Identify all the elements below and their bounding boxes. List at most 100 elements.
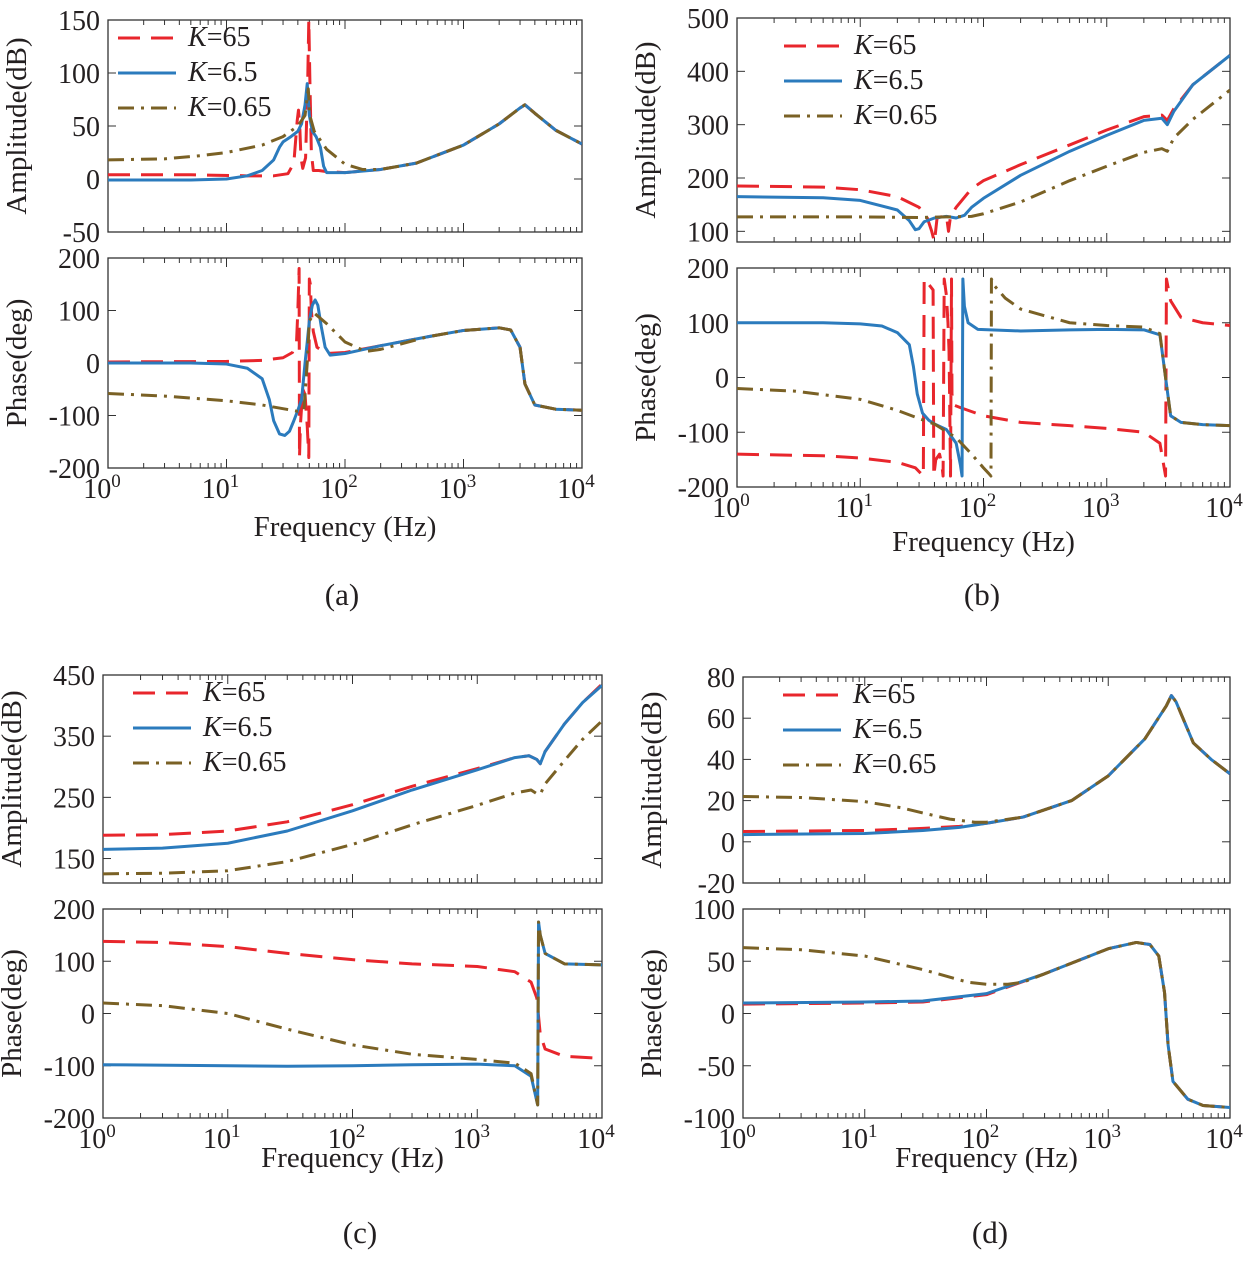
panel-c-phase-ylabel: Phase(deg) [0, 949, 28, 1078]
panel-d-phase-axes: 100 50 0 -50 -100 Phase(deg) 100 101 102 103 104 [636, 895, 1243, 1155]
panel-b-phase-ytick-label: 0 [715, 364, 729, 395]
panel-b-phase-ytick-label: 200 [687, 254, 729, 285]
panel-c-phase-line-K_6_5 [103, 920, 602, 1107]
panel-c-phase-line-K_65 [103, 939, 602, 1060]
panel-c-amplitude-ylabel: Amplitude(dB) [0, 690, 28, 867]
panel-c-xtick-label: 102 [328, 1121, 366, 1155]
panel-d-amplitude-ylabel: Amplitude(dB) [636, 691, 668, 868]
panel-a-amplitude-frame [107, 19, 583, 233]
panel-c-caption: (c) [343, 1215, 377, 1250]
panel-d-phase-curves [743, 940, 1230, 1110]
panel-d-xlabel: Frequency (Hz) [895, 1142, 1078, 1174]
panel-c-xtick-label: 101 [203, 1121, 241, 1155]
panel-d-amplitude-ytick-label: 20 [707, 787, 735, 818]
panel-d-amplitude-ytick-label: 0 [721, 828, 735, 859]
panel-a-legend-label: K=0.65 [187, 92, 271, 123]
panel-b-amplitude-axes: 500 400 300 200 100 Amplitude(dB) [630, 4, 1231, 248]
panel-b-xlabel: Frequency (Hz) [892, 526, 1075, 558]
panel-b-legend: K=65 K=6.5 K=0.65 [784, 30, 937, 131]
panel-d-legend-label: K=0.65 [852, 749, 936, 780]
panel-a-phase-curves [108, 267, 582, 459]
panel-a-xlabel: Frequency (Hz) [254, 511, 437, 543]
panel-c-legend: K=65 K=6.5 K=0.65 [133, 677, 286, 778]
panel-a-xtick-label: 101 [202, 471, 240, 505]
panel-b-caption: (b) [964, 577, 1000, 612]
panel-c-xtick-label: 100 [78, 1121, 116, 1155]
panel-d-xtick-label: 104 [1205, 1121, 1243, 1155]
panel-d-amplitude-line-K_0_65 [743, 694, 1230, 824]
panel-c-xtick-label: 103 [453, 1121, 491, 1155]
panel-c-legend-label: K=65 [202, 677, 265, 708]
panel-b-amplitude-line-K_0_65 [737, 88, 1230, 219]
panel-c-legend-label: K=0.65 [202, 747, 286, 778]
panel-b-legend-label: K=6.5 [853, 65, 923, 96]
panel-a-xtick-label: 103 [439, 471, 477, 505]
panel-c-amplitude-frame [102, 674, 603, 884]
panel-c-amplitude-ytick-label: 250 [53, 783, 95, 814]
panel-a-amplitude-curves [108, 20, 582, 182]
panel-d-phase-frame [742, 908, 1231, 1119]
panel-d-xtick-label: 101 [840, 1121, 878, 1155]
panel-b-amplitude-ytick-label: 500 [687, 4, 729, 35]
panel-d-phase-line-K_0_65 [743, 940, 1230, 1110]
panel-b-amplitude-ytick-label: 300 [687, 111, 729, 142]
panel-b-legend-label: K=0.65 [853, 100, 937, 131]
panel-c-xlabel: Frequency (Hz) [261, 1142, 444, 1174]
panel-a-phase-ytick-label: -200 [49, 454, 100, 485]
panel-c-amplitude-curves [103, 683, 602, 876]
panel-a-legend-label: K=65 [187, 22, 250, 53]
panel-c-amplitude-ytick-label: 450 [53, 661, 95, 692]
panel-d-xtick-label: 100 [718, 1121, 756, 1155]
panel-b-amplitude-ytick-label: 200 [687, 164, 729, 195]
panel-a-phase-ytick-label: 100 [58, 297, 100, 328]
panel-b-amplitude-ytick-label: 100 [687, 217, 729, 248]
panel-d-amplitude-frame [742, 676, 1231, 884]
panel-a-amplitude-axes: 150 100 50 0 -50 Amplitude(dB) [1, 6, 583, 249]
panel-b-phase-axes: 200 100 0 -100 -200 Phase(deg) 100 101 102 103 104 [630, 254, 1243, 524]
panel-b-xtick-label: 104 [1205, 490, 1243, 524]
panel-d-amplitude-ytick-label: -20 [698, 869, 735, 900]
panel-a-amplitude-line-K_65 [108, 20, 582, 178]
panel-d-xtick-label: 102 [962, 1121, 1000, 1155]
panel-c-amplitude-ytick-label: 350 [53, 722, 95, 753]
panel-c-phase-ytick-label: 0 [81, 1000, 95, 1031]
panel-c-legend-label: K=6.5 [202, 712, 272, 743]
panel-a-phase-line-K_0_65 [108, 311, 582, 413]
panel-d-caption: (d) [972, 1215, 1008, 1250]
panel-a-amplitude-line-K_0_65 [108, 87, 582, 171]
panel-c-xtick-label: 104 [577, 1121, 615, 1155]
panel-a-amplitude-ytick-label: 100 [58, 59, 100, 90]
panel-b-amplitude-curves [737, 54, 1230, 242]
panel-b-xtick-label: 103 [1082, 490, 1120, 524]
panel-d-phase-ytick-label: 100 [693, 895, 735, 926]
panel-d-legend: K=65 K=6.5 K=0.65 [783, 679, 936, 780]
panel-d-phase-line-K_6_5 [743, 940, 1230, 1110]
panel-c-phase-ytick-label: -100 [44, 1052, 95, 1083]
panel-c-phase-ytick-label: 100 [53, 947, 95, 978]
panel-b-phase-ytick-label: -200 [678, 473, 729, 504]
panel-c-phase-frame [102, 908, 603, 1119]
panel-b-legend-label: K=65 [853, 30, 916, 61]
panel-b-amplitude-line-K_65 [737, 54, 1230, 242]
panel-d-phase-ytick-label: -50 [698, 1052, 735, 1083]
panel-d-legend-label: K=65 [852, 679, 915, 710]
panel-c-phase-axes: 200 100 0 -100 -200 Phase(deg) 100 101 102 103 104 [0, 895, 615, 1155]
panel-a-amplitude-ytick-label: -50 [63, 218, 100, 249]
panel-a-legend: K=65 K=6.5 K=0.65 [118, 22, 271, 123]
panel-c-amplitude-line-K_6_5 [103, 684, 602, 851]
panel-b-xtick-label: 102 [959, 490, 997, 524]
panel-d-phase-ytick-label: -100 [684, 1104, 735, 1135]
panel-a-amplitude-ytick-label: 150 [58, 6, 100, 37]
panel-c-amplitude-ytick-label: 150 [53, 845, 95, 876]
panel-a-phase-ylabel: Phase(deg) [1, 299, 33, 428]
panel-d-amplitude-ytick-label: 60 [707, 704, 735, 735]
panel-d-amplitude-ytick-label: 80 [707, 663, 735, 694]
panel-a-xtick-label: 104 [557, 471, 595, 505]
panel-b-xtick-label: 100 [712, 490, 750, 524]
panel-c-phase-ytick-label: -200 [44, 1104, 95, 1135]
panel-a-caption: (a) [325, 577, 359, 612]
panel-b-phase-curves [737, 277, 1230, 478]
panel-b-amplitude-frame [736, 17, 1231, 243]
panel-c-amplitude-line-K_65 [103, 683, 602, 837]
panel-c-amplitude-line-K_0_65 [103, 719, 602, 876]
